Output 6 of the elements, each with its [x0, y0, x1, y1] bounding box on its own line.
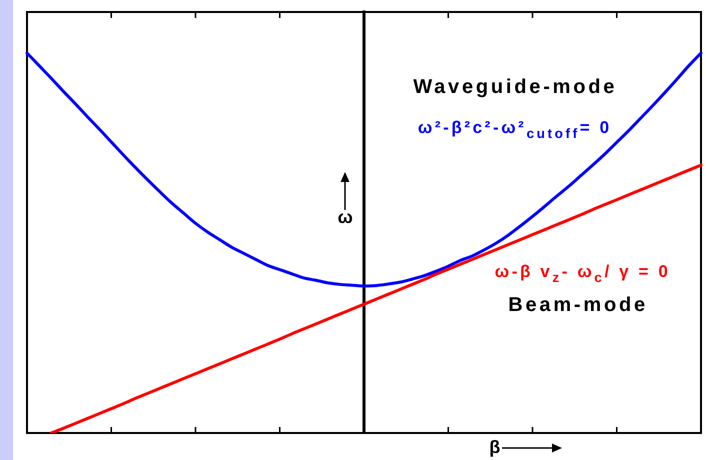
- annotation: Beam-mode: [508, 293, 648, 318]
- annotation: Waveguide-mode: [413, 74, 618, 99]
- series-label: ω-β v$_{z}$- ω$_{c}$/ γ = 0: [494, 262, 670, 285]
- series-label: ω²-β²c²-ω²$_{cutoff}$= 0: [418, 118, 612, 141]
- x-axis-title: β: [489, 437, 500, 459]
- y-axis-title: ω: [338, 206, 353, 228]
